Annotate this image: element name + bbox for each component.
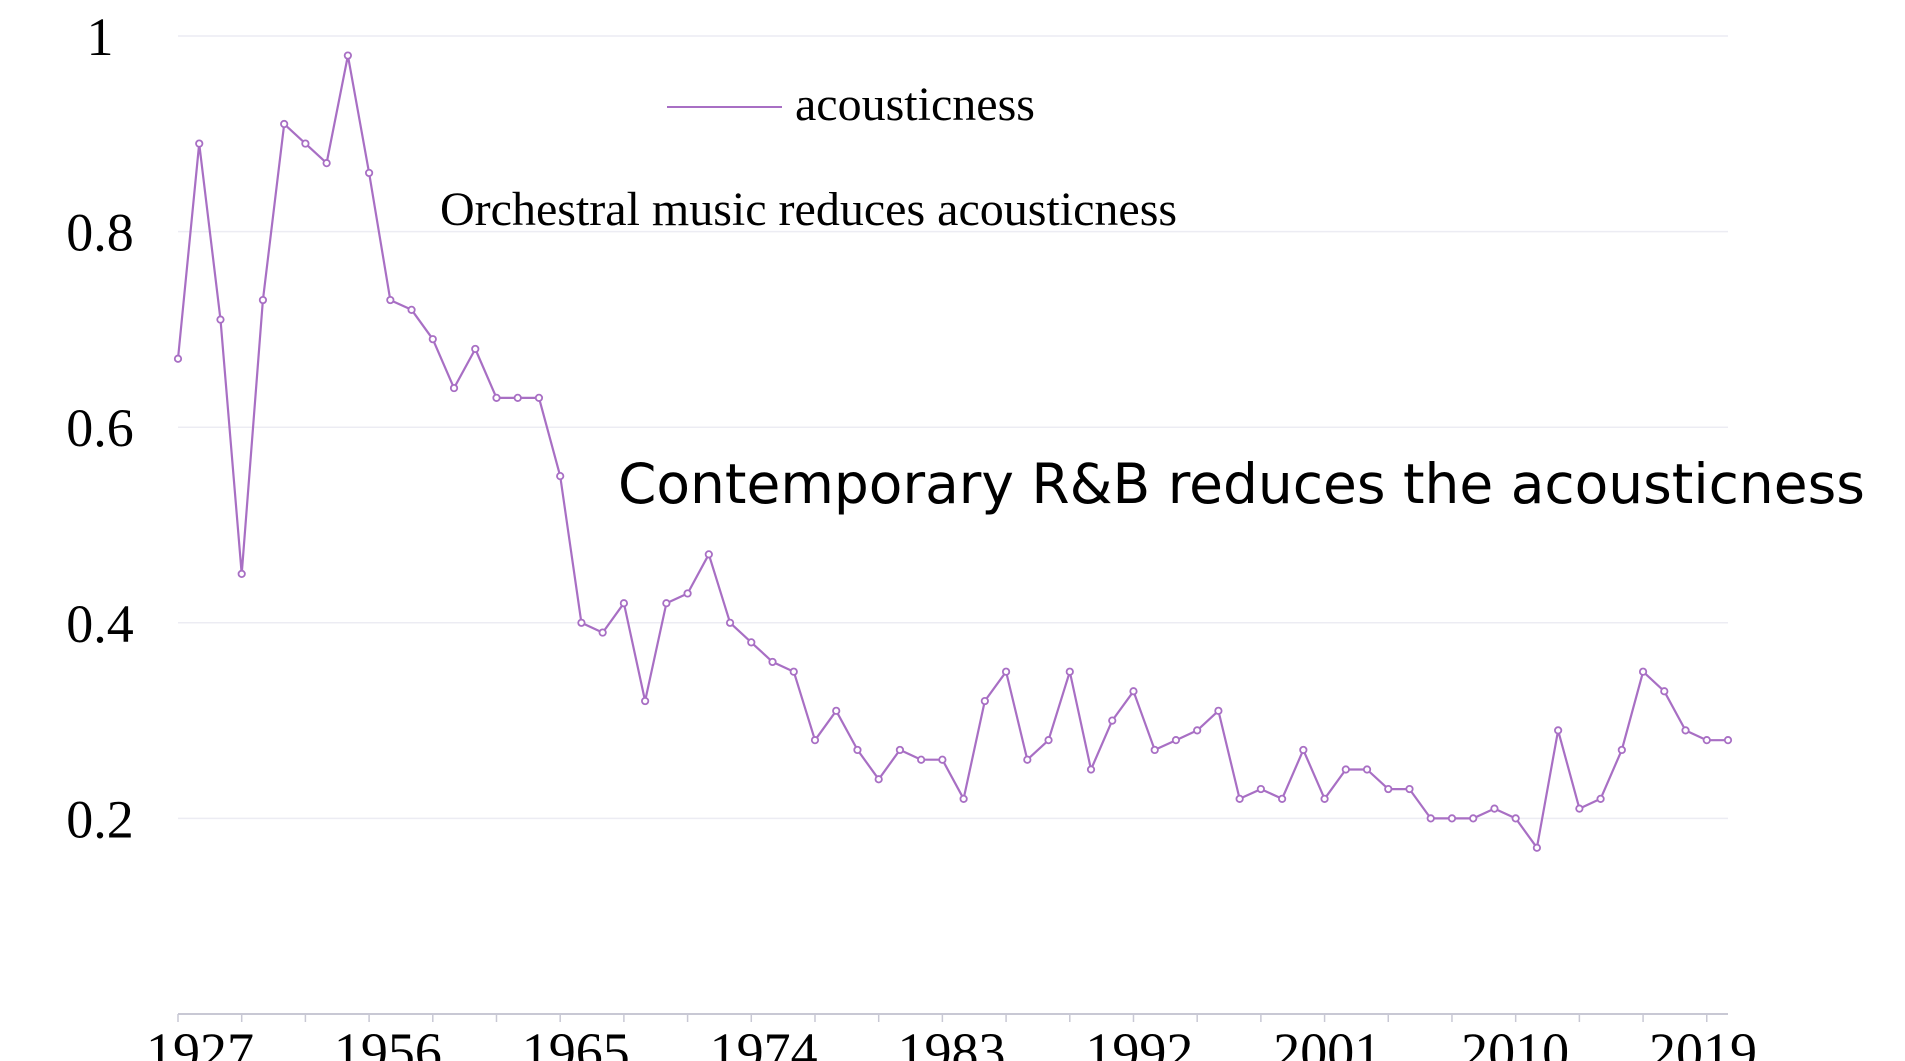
y-tick-label: 0.6 <box>66 398 134 458</box>
data-point <box>1660 687 1669 696</box>
data-point <box>1362 765 1372 774</box>
data-point <box>1469 814 1478 823</box>
data-point <box>1023 755 1032 764</box>
data-point <box>428 335 437 344</box>
legend: acousticness <box>667 78 1035 131</box>
data-point <box>237 569 246 579</box>
y-axis-tick-labels: 1 0.8 0.6 0.4 0.2 <box>66 7 134 849</box>
data-point <box>1086 765 1096 774</box>
data-point <box>173 354 183 363</box>
data-point <box>258 295 268 305</box>
data-point <box>1405 784 1414 794</box>
data-point <box>853 745 862 755</box>
data-point <box>768 657 777 667</box>
data-point <box>1256 784 1265 794</box>
data-point <box>407 305 416 314</box>
data-point <box>556 471 565 481</box>
data-point <box>513 393 522 402</box>
data-point <box>832 706 841 715</box>
data-point <box>747 638 756 647</box>
data-point <box>789 667 798 676</box>
data-point <box>1341 765 1350 774</box>
data-point <box>1235 794 1244 803</box>
data-point <box>1638 667 1648 676</box>
data-point <box>1596 794 1605 803</box>
data-point <box>1681 726 1690 735</box>
data-point <box>1065 667 1074 676</box>
data-point <box>386 295 395 305</box>
grid-lines <box>178 35 1728 820</box>
data-point <box>1702 736 1711 745</box>
data-point <box>1129 687 1138 696</box>
data-point <box>1278 794 1287 803</box>
data-point <box>1426 814 1435 823</box>
data-point <box>1193 726 1202 735</box>
x-tick-label: 1956 <box>334 1022 442 1061</box>
data-point <box>874 775 883 784</box>
data-point <box>1384 784 1393 794</box>
data-point <box>1532 843 1542 852</box>
data-point <box>364 168 374 178</box>
data-point <box>1575 804 1584 813</box>
data-point <box>1001 667 1011 676</box>
y-tick-label: 0.4 <box>66 594 134 654</box>
y-tick-label: 0.2 <box>66 789 134 849</box>
data-point <box>301 139 310 148</box>
data-point <box>662 599 671 608</box>
data-point <box>216 315 225 324</box>
data-point <box>641 696 650 706</box>
data-point <box>895 745 905 755</box>
x-tick-label: 2019 <box>1649 1022 1757 1061</box>
x-tick-label: 1965 <box>522 1022 630 1061</box>
annotation-orchestral: Orchestral music reduces acousticness <box>440 183 1177 236</box>
data-point <box>280 119 289 129</box>
data-point <box>1723 736 1733 745</box>
data-point <box>683 589 692 598</box>
data-point <box>343 51 352 60</box>
data-point <box>1044 736 1053 745</box>
data-point <box>471 344 480 354</box>
series-acousticness <box>173 51 1733 852</box>
x-tick-label: 1974 <box>710 1022 818 1061</box>
data-point <box>725 618 735 627</box>
data-point <box>1214 706 1223 715</box>
x-axis-tick-labels: 1927 1956 1965 1974 1983 1992 2001 2010 2019 <box>146 1022 1757 1061</box>
x-tick-label: 1927 <box>146 1022 254 1061</box>
data-point <box>577 618 586 627</box>
data-point <box>449 383 459 393</box>
x-tick-label: 2010 <box>1461 1022 1569 1061</box>
y-tick-label: 0.8 <box>66 203 134 263</box>
legend-label-acousticness: acousticness <box>795 78 1035 131</box>
annotation-contemporary-rnb: Contemporary R&B reduces the acousticnes… <box>618 452 1865 516</box>
data-point <box>1511 814 1520 823</box>
x-axis <box>177 1013 1728 1022</box>
data-point <box>704 550 713 559</box>
data-point <box>619 599 628 608</box>
data-point <box>1108 716 1117 725</box>
data-point <box>959 794 968 803</box>
data-point <box>492 393 501 402</box>
x-tick-label: 1992 <box>1085 1022 1193 1061</box>
data-point <box>1320 794 1329 803</box>
y-tick-label: 1 <box>87 7 114 67</box>
data-point <box>1617 745 1626 755</box>
x-tick-label: 2001 <box>1273 1022 1381 1061</box>
data-point <box>1171 736 1181 745</box>
x-tick-label: 1983 <box>898 1022 1006 1061</box>
data-point <box>810 736 820 745</box>
data-point <box>1490 804 1499 813</box>
data-point <box>598 628 607 637</box>
data-point <box>1150 745 1159 755</box>
data-point <box>938 755 947 764</box>
data-point <box>1447 814 1457 823</box>
data-point <box>195 139 204 148</box>
data-point <box>917 755 926 764</box>
data-point <box>980 696 989 706</box>
data-point <box>1554 726 1563 735</box>
data-point <box>1299 745 1308 755</box>
data-point <box>534 393 544 402</box>
data-point <box>322 159 331 168</box>
